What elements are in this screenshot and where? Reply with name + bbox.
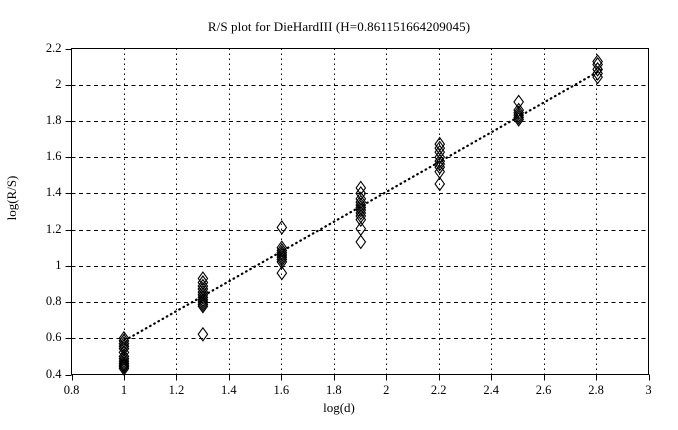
y-tick-label: 2.2: [45, 40, 62, 55]
data-point-marker: [592, 61, 603, 77]
data-point-marker: [276, 247, 288, 263]
data-point-marker: [434, 149, 446, 165]
data-point-marker: [276, 249, 288, 265]
data-point-marker: [592, 66, 603, 81]
data-point-marker: [118, 355, 130, 371]
data-point-marker: [197, 326, 209, 342]
x-tick-label: 1: [120, 382, 128, 397]
data-point-marker: [118, 333, 130, 349]
y-tick-label: 0.8: [45, 294, 62, 309]
data-point-marker: [355, 180, 367, 196]
data-point-marker: [276, 254, 288, 270]
data-point-marker: [355, 185, 367, 201]
data-point-marker: [592, 54, 603, 69]
data-point-marker: [197, 289, 209, 305]
data-point-marker: [513, 112, 525, 127]
data-point-marker: [434, 159, 446, 175]
data-point-marker: [276, 240, 288, 256]
data-point-marker: [118, 351, 130, 367]
data-point-marker: [197, 296, 209, 312]
x-tick-label: 1.6: [273, 382, 290, 397]
data-point-marker: [355, 221, 367, 237]
y-tick-label: 2: [55, 76, 62, 91]
data-point-marker: [434, 156, 446, 172]
data-point-marker: [434, 144, 446, 160]
data-point-marker: [434, 153, 446, 169]
data-point-marker: [197, 287, 209, 303]
data-point-marker: [355, 212, 367, 228]
x-tick-label: 0.8: [63, 382, 80, 397]
data-point-marker: [197, 294, 209, 310]
data-point-marker: [197, 298, 209, 314]
data-point-marker: [513, 105, 525, 121]
data-point-marker: [513, 102, 525, 118]
data-point-marker: [513, 107, 525, 123]
data-point-marker: [355, 202, 367, 218]
data-point-marker: [118, 357, 130, 373]
y-tick-label: 1.6: [45, 149, 62, 164]
y-tick-label: 1.4: [45, 185, 62, 200]
x-tick-label: 3: [645, 382, 652, 397]
y-tick-label: 1.8: [45, 112, 62, 127]
y-tick-label: 0.6: [45, 330, 62, 345]
data-point-marker: [355, 234, 367, 250]
y-axis-label: log(R/S): [4, 175, 19, 221]
y-tick-label: 0.4: [45, 366, 62, 381]
y-tick-label: 1: [55, 257, 62, 272]
x-tick-label: 1.4: [221, 382, 237, 397]
x-tick-label: 1.8: [325, 382, 342, 397]
x-tick-label: 1.2: [168, 382, 185, 397]
x-tick-label: 2.6: [535, 382, 552, 397]
data-point-marker: [276, 219, 288, 235]
x-tick-label: 2.8: [588, 382, 604, 397]
data-point-marker: [276, 265, 288, 281]
data-point-marker: [513, 109, 525, 125]
x-axis-label: log(d): [323, 400, 355, 415]
data-point-marker: [355, 191, 367, 207]
data-points: [118, 54, 603, 376]
data-point-marker: [355, 194, 367, 210]
data-point-marker: [355, 205, 367, 221]
x-tick-label: 2: [383, 382, 390, 397]
axis-ticks: [65, 49, 650, 381]
data-point-marker: [276, 242, 288, 258]
data-point-marker: [276, 245, 288, 261]
data-point-marker: [197, 292, 209, 308]
plot-frame: [71, 48, 649, 375]
y-tick-label: 1.2: [45, 221, 62, 236]
page-title: R/S plot for DieHardIII (H=0.86115166420…: [207, 19, 471, 34]
data-point-marker: [434, 176, 446, 192]
data-point-marker: [118, 330, 130, 346]
data-point-marker: [355, 197, 367, 213]
data-point-marker: [118, 359, 130, 375]
data-point-marker: [592, 69, 603, 85]
data-point-marker: [118, 361, 130, 376]
data-point-marker: [118, 353, 130, 369]
x-tick-label: 2.2: [430, 382, 447, 397]
x-tick-label: 2.4: [483, 382, 499, 397]
